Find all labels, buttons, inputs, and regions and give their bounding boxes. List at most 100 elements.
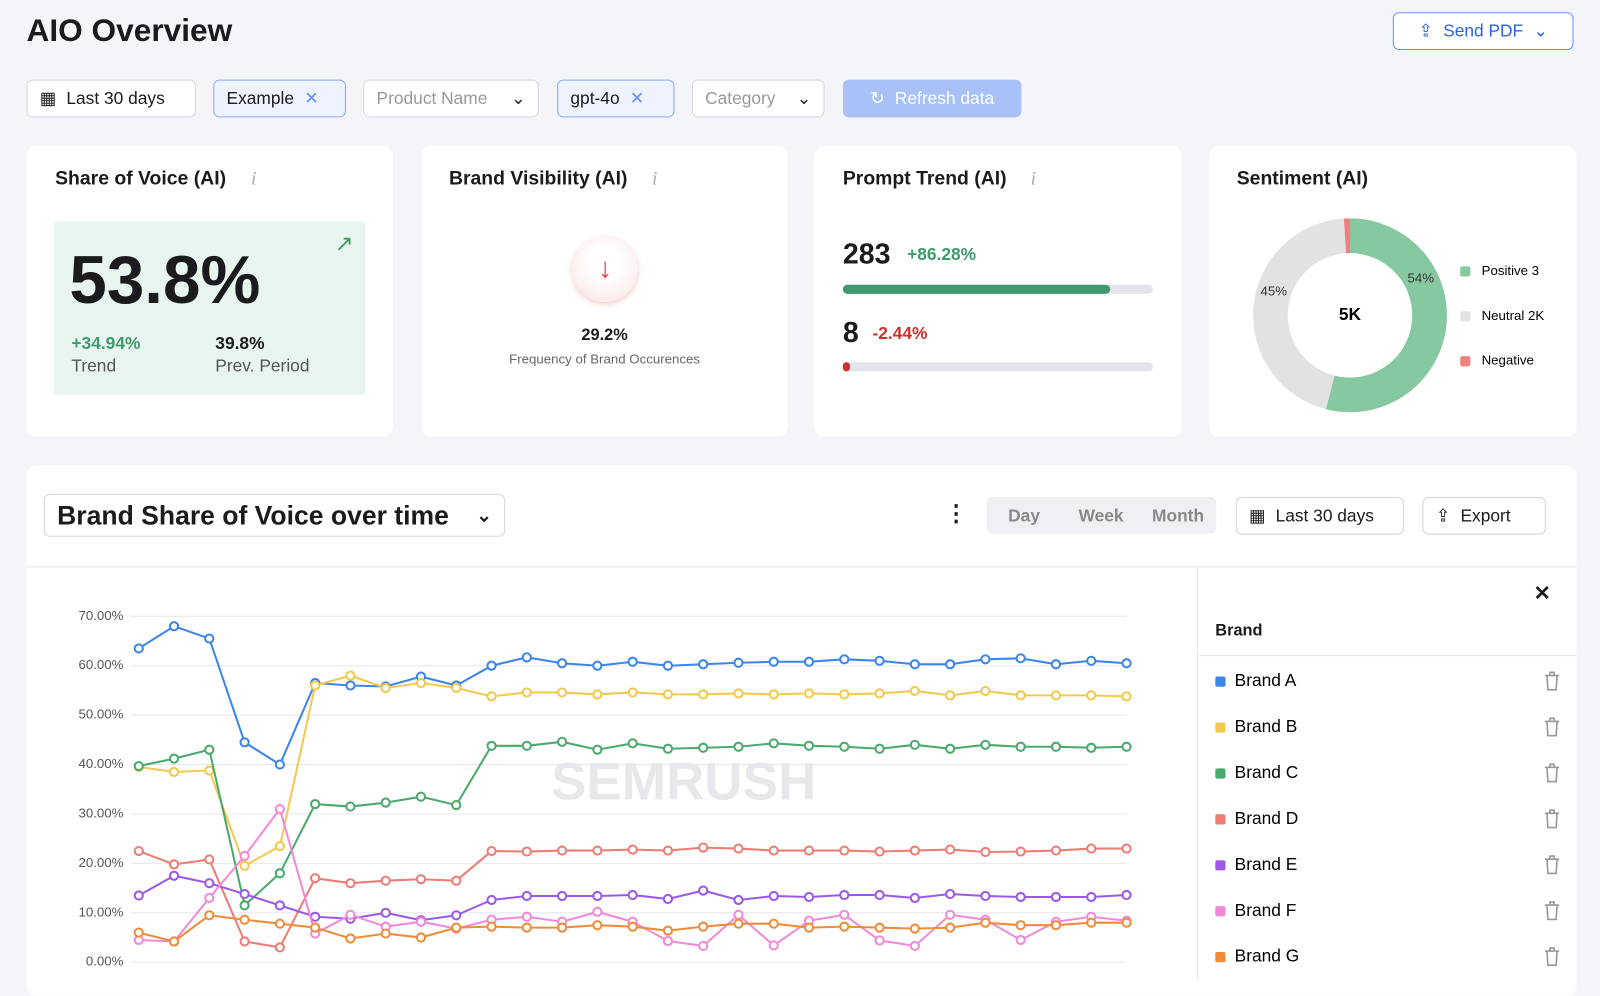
filter-dropdown[interactable]: Product Name ⌄ xyxy=(363,79,539,118)
data-point xyxy=(486,691,497,702)
slice-label: 45% xyxy=(1261,284,1288,299)
data-point xyxy=(486,660,497,671)
data-point xyxy=(486,845,497,857)
tab[interactable]: Month xyxy=(1152,506,1205,526)
data-point xyxy=(909,659,920,670)
info-icon[interactable]: i xyxy=(251,168,257,190)
tab[interactable]: Week xyxy=(1078,506,1124,526)
refresh-icon: ↻ xyxy=(870,88,885,108)
data-point xyxy=(239,888,250,900)
send-pdf-button[interactable]: ⇪ Send PDF ⌄ xyxy=(1392,12,1574,50)
data-point xyxy=(274,918,285,929)
legend-label: Brand B xyxy=(1235,716,1298,736)
donut-center-label: 5K xyxy=(1339,304,1362,324)
data-point xyxy=(239,850,250,862)
data-point xyxy=(133,760,144,772)
data-point xyxy=(662,660,674,671)
data-point xyxy=(415,791,427,802)
data-point xyxy=(556,890,568,902)
data-point xyxy=(556,922,568,933)
delete-icon[interactable] xyxy=(1544,855,1560,875)
data-point xyxy=(768,940,779,951)
info-icon[interactable]: i xyxy=(1030,168,1036,190)
y-tick-label: 40.00% xyxy=(79,756,124,771)
data-point xyxy=(909,940,920,952)
data-point xyxy=(1015,653,1026,664)
refresh-button[interactable]: ↻ Refresh data xyxy=(842,79,1022,118)
filter-label: gpt-4o xyxy=(570,88,620,108)
data-point xyxy=(1121,658,1132,669)
panel-title: Brand xyxy=(1215,622,1263,640)
range-button[interactable]: ▦ Last 30 days xyxy=(1235,496,1405,535)
date-filter[interactable]: ▦ Last 30 days xyxy=(26,79,196,118)
data-point xyxy=(662,845,674,856)
sov-box xyxy=(54,221,366,395)
filter-chip[interactable]: gpt-4o ✕ xyxy=(557,79,675,118)
data-point xyxy=(980,685,991,697)
data-point xyxy=(839,741,850,752)
data-point xyxy=(592,744,603,755)
chart-title-dropdown[interactable]: Brand Share of Voice over time ⌄ xyxy=(43,493,506,537)
data-point xyxy=(1050,920,1062,931)
data-point xyxy=(768,689,779,700)
data-point xyxy=(592,920,603,931)
data-point xyxy=(909,685,920,697)
data-point xyxy=(1086,690,1097,701)
prompt-change: +86.28% xyxy=(907,244,977,265)
legend-swatch xyxy=(1460,311,1471,322)
close-button[interactable]: ✕ xyxy=(1533,582,1551,606)
data-point xyxy=(839,921,850,932)
data-point xyxy=(627,687,638,698)
delete-icon[interactable] xyxy=(1544,671,1560,691)
data-point xyxy=(627,844,638,855)
data-point xyxy=(909,892,920,904)
data-point xyxy=(698,842,709,853)
data-point xyxy=(345,909,356,920)
visibility-caption: Frequency of Brand Occurences xyxy=(509,351,701,367)
filter-dropdown[interactable]: Category ⌄ xyxy=(691,79,825,118)
delete-icon[interactable] xyxy=(1544,717,1560,737)
delete-icon[interactable] xyxy=(1544,809,1560,829)
legend-swatch xyxy=(1460,356,1471,367)
info-icon[interactable]: i xyxy=(652,168,658,190)
data-point xyxy=(451,799,462,811)
data-point xyxy=(839,689,850,700)
data-point xyxy=(415,916,427,927)
delete-icon[interactable] xyxy=(1544,763,1560,783)
legend-swatch xyxy=(1215,722,1226,733)
data-point xyxy=(874,655,885,666)
data-point xyxy=(698,689,709,700)
more-menu[interactable]: ⋮ xyxy=(944,499,968,526)
y-tick-label: 60.00% xyxy=(79,657,124,672)
data-point xyxy=(239,737,250,748)
remove-icon[interactable]: ✕ xyxy=(629,88,645,108)
donut-slice xyxy=(1325,218,1447,413)
data-point xyxy=(451,910,462,921)
data-point xyxy=(1086,655,1097,666)
export-button[interactable]: ⇪ Export xyxy=(1422,496,1546,535)
data-point xyxy=(909,845,920,856)
granularity-tabs xyxy=(986,496,1217,534)
data-point xyxy=(274,900,285,911)
data-point xyxy=(451,875,462,886)
donut-slice xyxy=(1343,218,1350,254)
data-point xyxy=(839,845,850,856)
data-point xyxy=(839,654,850,665)
legend-swatch xyxy=(1215,952,1226,963)
delete-icon[interactable] xyxy=(1544,947,1560,967)
tab[interactable]: Day xyxy=(1008,506,1040,526)
filter-chip[interactable]: Example ✕ xyxy=(213,79,346,118)
legend-swatch xyxy=(1215,860,1226,871)
data-point xyxy=(662,743,674,754)
visibility-value: 29.2% xyxy=(581,326,628,344)
data-point xyxy=(1121,741,1132,752)
data-point xyxy=(662,925,674,936)
data-point xyxy=(310,799,321,810)
card-title: Brand Visibility (AI) xyxy=(448,168,628,190)
data-point xyxy=(1121,843,1132,854)
prompt-value: 8 xyxy=(842,316,859,348)
delete-icon[interactable] xyxy=(1544,901,1560,921)
data-point xyxy=(168,766,180,778)
remove-icon[interactable]: ✕ xyxy=(304,88,319,108)
data-point xyxy=(1086,843,1097,854)
